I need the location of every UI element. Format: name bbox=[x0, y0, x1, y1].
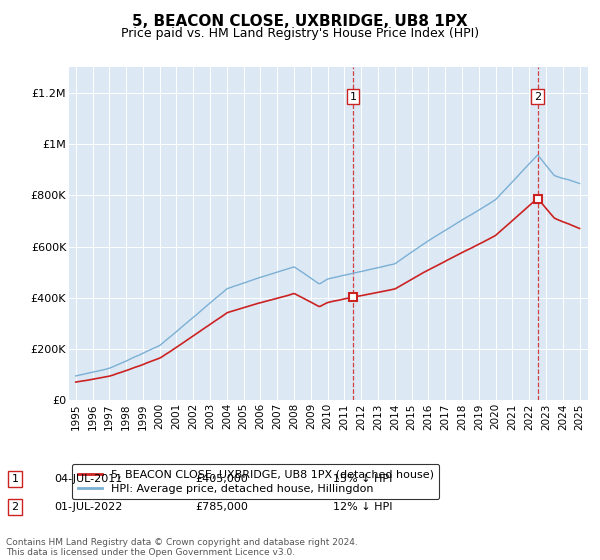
Text: £405,000: £405,000 bbox=[195, 474, 248, 484]
Text: Contains HM Land Registry data © Crown copyright and database right 2024.
This d: Contains HM Land Registry data © Crown c… bbox=[6, 538, 358, 557]
Text: 2: 2 bbox=[534, 92, 541, 102]
Text: 5, BEACON CLOSE, UXBRIDGE, UB8 1PX: 5, BEACON CLOSE, UXBRIDGE, UB8 1PX bbox=[132, 14, 468, 29]
Legend: 5, BEACON CLOSE, UXBRIDGE, UB8 1PX (detached house), HPI: Average price, detache: 5, BEACON CLOSE, UXBRIDGE, UB8 1PX (deta… bbox=[72, 464, 439, 500]
Text: 2: 2 bbox=[11, 502, 19, 512]
Text: 12% ↓ HPI: 12% ↓ HPI bbox=[333, 502, 392, 512]
Text: 1: 1 bbox=[11, 474, 19, 484]
Text: 01-JUL-2022: 01-JUL-2022 bbox=[54, 502, 122, 512]
Text: 04-JUL-2011: 04-JUL-2011 bbox=[54, 474, 122, 484]
Text: Price paid vs. HM Land Registry's House Price Index (HPI): Price paid vs. HM Land Registry's House … bbox=[121, 27, 479, 40]
Text: £785,000: £785,000 bbox=[195, 502, 248, 512]
Text: 15% ↓ HPI: 15% ↓ HPI bbox=[333, 474, 392, 484]
Text: 1: 1 bbox=[349, 92, 356, 102]
